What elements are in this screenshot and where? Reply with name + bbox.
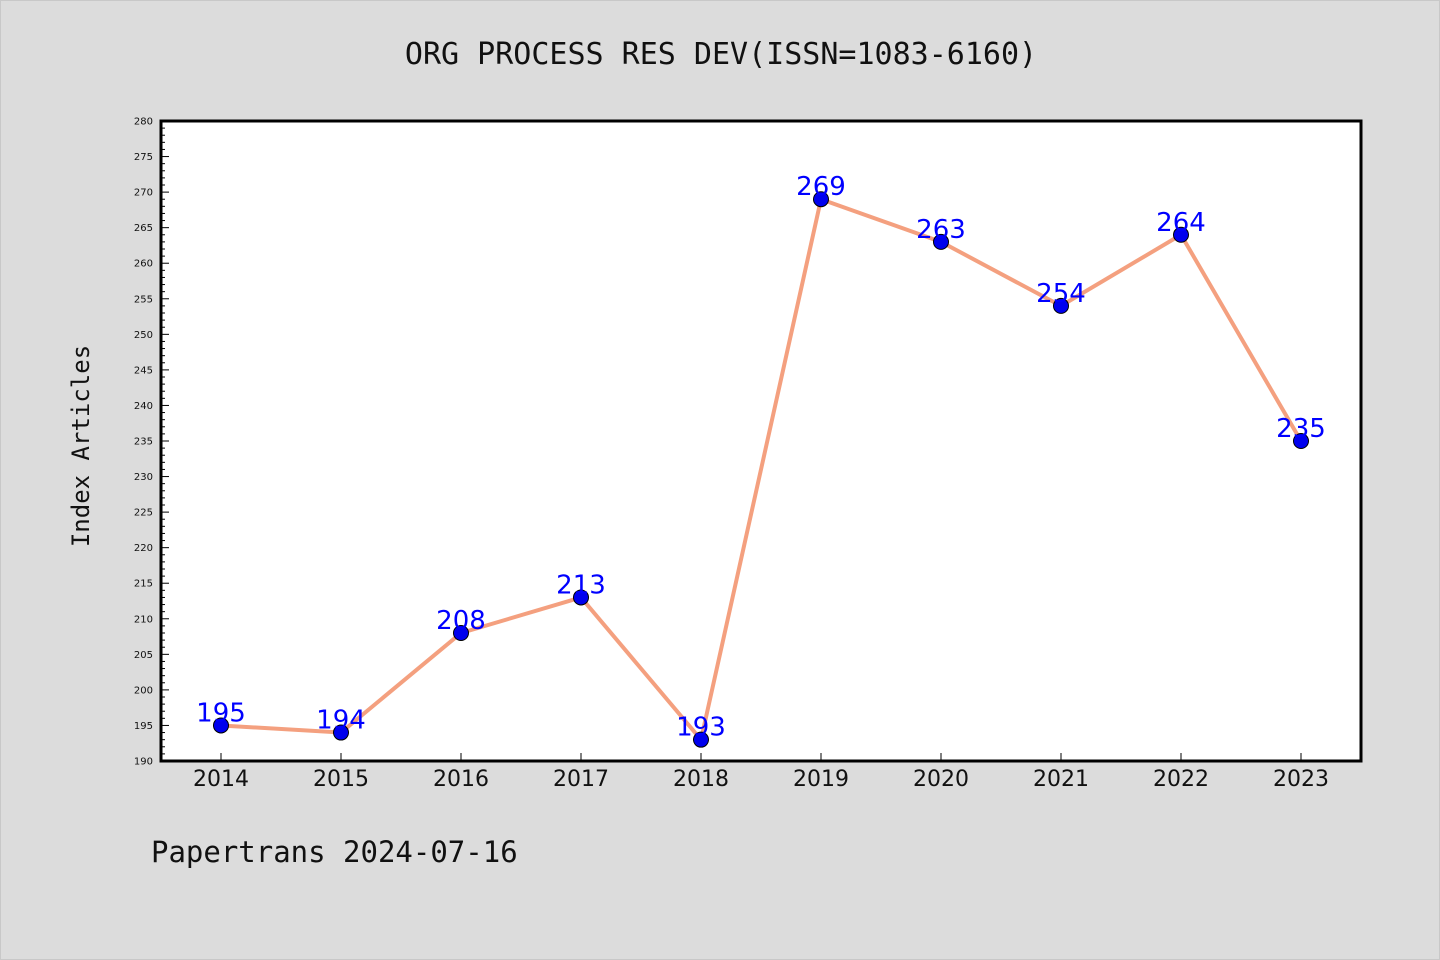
y-tick-label: 235 bbox=[134, 437, 153, 448]
y-tick-label: 280 bbox=[134, 117, 153, 128]
y-tick-label: 240 bbox=[134, 401, 153, 412]
y-tick-label: 230 bbox=[134, 472, 153, 483]
y-tick-label: 205 bbox=[134, 650, 153, 661]
data-label: 194 bbox=[316, 706, 366, 736]
data-label: 235 bbox=[1276, 414, 1326, 444]
y-tick-label: 255 bbox=[134, 294, 153, 305]
y-tick-label: 265 bbox=[134, 223, 153, 234]
y-tick-label: 225 bbox=[134, 508, 153, 519]
y-tick-label: 215 bbox=[134, 579, 153, 590]
data-point bbox=[213, 717, 229, 734]
data-label: 269 bbox=[796, 172, 846, 202]
y-tick-label: 210 bbox=[134, 614, 153, 625]
data-label: 193 bbox=[676, 713, 726, 743]
data-label: 254 bbox=[1036, 279, 1086, 309]
y-tick-label: 200 bbox=[134, 685, 153, 696]
x-tick-label: 2016 bbox=[433, 767, 489, 792]
x-tick-label: 2020 bbox=[913, 767, 969, 792]
y-tick-label: 220 bbox=[134, 543, 153, 554]
data-point bbox=[813, 191, 829, 208]
data-label: 195 bbox=[196, 698, 246, 728]
x-tick-label: 2023 bbox=[1273, 767, 1329, 792]
data-label: 263 bbox=[916, 215, 966, 245]
plot-area bbox=[161, 121, 1361, 761]
x-tick-label: 2018 bbox=[673, 767, 729, 792]
data-label: 264 bbox=[1156, 208, 1206, 238]
data-point bbox=[693, 731, 709, 748]
plot-frame bbox=[159, 119, 1363, 763]
chart-title: ORG PROCESS RES DEV(ISSN=1083-6160) bbox=[404, 37, 1038, 72]
data-point bbox=[573, 589, 589, 606]
x-tick-label: 2019 bbox=[793, 767, 849, 792]
x-tick-label: 2014 bbox=[193, 767, 249, 792]
data-point bbox=[933, 233, 949, 250]
data-point bbox=[1293, 433, 1309, 449]
y-tick-label: 190 bbox=[134, 757, 153, 768]
y-tick-label: 195 bbox=[134, 721, 153, 732]
y-tick-label: 275 bbox=[134, 152, 153, 163]
data-point bbox=[453, 625, 469, 641]
x-tick-label: 2017 bbox=[553, 767, 609, 792]
footer-note: Papertrans 2024-07-16 bbox=[151, 835, 518, 869]
x-tick-label: 2015 bbox=[313, 767, 369, 792]
data-point bbox=[333, 724, 349, 741]
y-tick-label: 270 bbox=[134, 188, 153, 199]
y-tick-label: 250 bbox=[134, 330, 153, 341]
x-tick-label: 2022 bbox=[1153, 767, 1209, 792]
x-tick-label: 2021 bbox=[1033, 767, 1089, 792]
series-line bbox=[219, 197, 1303, 742]
data-point bbox=[1173, 226, 1189, 243]
data-label: 213 bbox=[556, 570, 606, 600]
y-tick-label: 260 bbox=[134, 259, 153, 270]
data-point bbox=[1053, 297, 1069, 314]
data-label: 208 bbox=[436, 606, 486, 636]
y-tick-label: 245 bbox=[134, 365, 153, 376]
